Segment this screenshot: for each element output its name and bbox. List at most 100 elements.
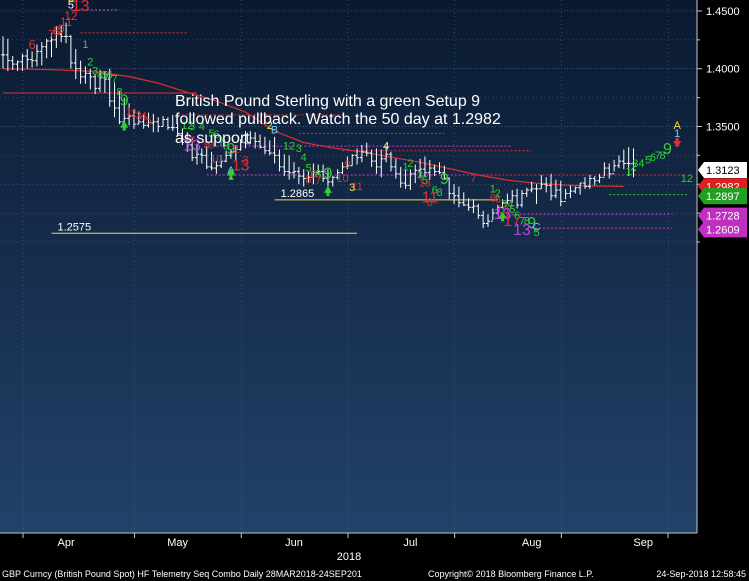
td-count-label: 13 bbox=[419, 178, 431, 190]
td-count-label: 2 bbox=[131, 108, 137, 120]
td-count-label: 1 bbox=[82, 39, 88, 51]
td-count-label: 9 bbox=[120, 93, 129, 110]
td-count-label: 3 bbox=[296, 143, 302, 155]
sequential-counts: 67891112135C1234567891234512345613678978… bbox=[28, 0, 692, 239]
td-count-label: 8 bbox=[436, 187, 442, 199]
down-arrow-icon bbox=[673, 137, 682, 148]
td-count-label: 9 bbox=[663, 141, 672, 158]
td-count-label: C bbox=[533, 221, 541, 233]
price-flag-label: 1.3123 bbox=[706, 165, 740, 177]
td-count-label: 6 bbox=[432, 184, 438, 196]
td-count-label: 8 bbox=[315, 168, 321, 180]
y-axis: 1.4500 1.4000 1.3500 bbox=[696, 0, 740, 533]
td-count-label: 8 bbox=[660, 150, 666, 162]
moving-average-line bbox=[2, 68, 624, 187]
td-count-label: A bbox=[673, 120, 681, 132]
td-count-label: 6 bbox=[310, 168, 316, 180]
td-count-label: 8 bbox=[305, 174, 311, 186]
td-count-label: 2 bbox=[630, 161, 636, 173]
td-count-label: 12 bbox=[283, 141, 295, 153]
td-count-label: 8 bbox=[53, 24, 60, 38]
y-tick-label: 1.4000 bbox=[706, 64, 740, 76]
up-arrow-icon bbox=[120, 120, 129, 131]
plot-area bbox=[0, 0, 697, 533]
td-count-label: 12 bbox=[181, 120, 193, 132]
ma-50-line bbox=[2, 68, 624, 187]
td-count-label: 34 bbox=[632, 158, 644, 170]
td-count-label: 9 bbox=[344, 159, 350, 171]
td-count-label: 7 bbox=[519, 216, 525, 228]
price-flag-label: 1.2609 bbox=[706, 224, 740, 236]
td-count-label: 4 bbox=[199, 121, 205, 133]
td-count-label: 3 bbox=[349, 182, 355, 194]
price-flag bbox=[698, 221, 747, 238]
td-count-label: 4 bbox=[141, 111, 147, 123]
x-axis: 2018 Apr May Jun Jul Aug Sep bbox=[0, 532, 697, 563]
td-count-label: 6 bbox=[490, 193, 496, 205]
td-count-label: 5 bbox=[68, 0, 74, 12]
grid-lines bbox=[0, 0, 697, 533]
td-count-label: 7 bbox=[48, 28, 55, 42]
td-count-label: 7 bbox=[189, 135, 195, 147]
up-arrow-icon bbox=[226, 168, 235, 179]
td-count-label: 7 bbox=[218, 137, 224, 149]
annotation-line-3: as support bbox=[175, 130, 250, 147]
td-count-label: 2 bbox=[267, 120, 273, 132]
x-tick-label: Sep bbox=[633, 537, 653, 549]
price-flag bbox=[698, 162, 747, 179]
td-count-label: 17 bbox=[503, 213, 521, 230]
td-count-label: 11 bbox=[421, 190, 438, 207]
td-count-label: 9 bbox=[208, 139, 214, 151]
td-count-label: 8 bbox=[204, 139, 210, 151]
td-count-label: 2 bbox=[233, 144, 239, 156]
td-count-label: 9 bbox=[440, 171, 449, 188]
up-arrow-icon bbox=[498, 211, 507, 222]
td-count-label: 13 bbox=[183, 138, 201, 155]
td-count-label: 3 bbox=[417, 169, 423, 181]
td-count-label: 12 bbox=[681, 173, 693, 185]
price-flag bbox=[698, 188, 747, 205]
x-tick-label: Jul bbox=[403, 537, 417, 549]
y-tick-label: 1.4500 bbox=[706, 6, 740, 18]
level-label: 1.2575 bbox=[58, 221, 92, 233]
td-count-label: 5 bbox=[645, 154, 651, 166]
td-count-label: 3 bbox=[92, 65, 98, 77]
td-count-label: 2 bbox=[407, 158, 413, 170]
td-count-label: 3 bbox=[136, 111, 142, 123]
td-count-label: 11 bbox=[351, 181, 362, 193]
td-count-label: 5 bbox=[208, 128, 214, 140]
price-flag bbox=[698, 207, 747, 224]
td-count-label: C bbox=[67, 0, 75, 5]
td-count-label: 5 bbox=[145, 115, 151, 127]
td-count-label: 9 bbox=[226, 141, 235, 158]
td-count-label: 12 bbox=[64, 9, 78, 23]
td-count-label: 2 bbox=[495, 188, 501, 200]
td-count-label: 6 bbox=[213, 129, 219, 141]
td-count-label: 8 bbox=[116, 86, 122, 98]
td-count-label: 1 bbox=[126, 106, 132, 118]
td-count-label: 1 bbox=[402, 161, 408, 173]
td-count-label: 9 bbox=[58, 22, 65, 36]
x-tick-label: Apr bbox=[57, 537, 74, 549]
year-label: 2018 bbox=[337, 551, 361, 563]
td-count-label: 5 bbox=[305, 163, 311, 175]
td-count-label: 6 bbox=[427, 197, 433, 209]
td-count-label: 5 bbox=[422, 175, 428, 187]
td-count-label: 9 bbox=[323, 165, 332, 182]
footer-right: 24-Sep-2018 12:58:45 bbox=[656, 569, 746, 579]
level-label: 1.2865 bbox=[281, 188, 315, 200]
y-tick-label: 1.3500 bbox=[706, 121, 740, 133]
td-count-label: 13 bbox=[72, 0, 90, 15]
footer-center: Copyright© 2018 Bloomberg Finance L.P. bbox=[428, 569, 594, 579]
td-count-label: 3 bbox=[242, 154, 248, 166]
td-count-label: 1 bbox=[490, 183, 496, 195]
td-count-label: 7 bbox=[111, 74, 117, 86]
td-count-label: 10 bbox=[336, 173, 348, 185]
td-count-label: 4 bbox=[97, 70, 103, 82]
td-count-label: 6 bbox=[514, 210, 520, 222]
td-count-label: 13 bbox=[232, 157, 250, 174]
td-count-label: 8 bbox=[524, 216, 530, 228]
td-count-label: 4 bbox=[301, 152, 307, 164]
td-count-label: 6 bbox=[28, 37, 35, 52]
